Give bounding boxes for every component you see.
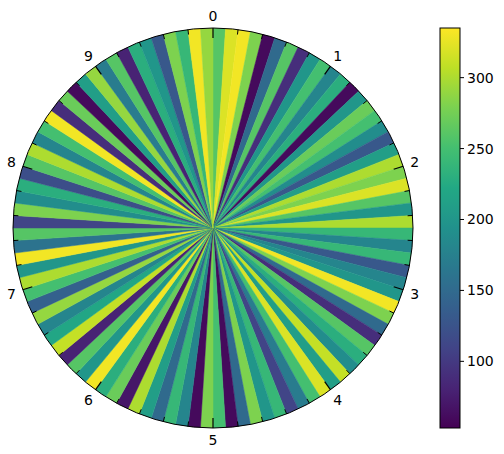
- minor-tick: [139, 42, 141, 47]
- minor-tick: [76, 82, 79, 86]
- minor-tick: [32, 143, 37, 145]
- minor-tick: [32, 311, 37, 313]
- wedge: [13, 228, 213, 241]
- tick-label: 1: [333, 48, 342, 64]
- tick-label: 4: [333, 392, 342, 408]
- minor-tick: [187, 421, 189, 426]
- minor-tick: [307, 399, 309, 403]
- colorbar-tick: [460, 290, 464, 291]
- tick-label: 3: [410, 286, 419, 302]
- major-tick: [212, 418, 213, 428]
- tick-label: 5: [209, 432, 218, 448]
- tick-label: 7: [7, 286, 16, 302]
- colorbar-tick: [460, 148, 464, 149]
- minor-tick: [76, 370, 79, 374]
- minor-tick: [44, 332, 48, 335]
- colorbar-tick-label: 200: [467, 211, 494, 227]
- tick-label: 8: [7, 154, 16, 170]
- wedge: [213, 228, 226, 428]
- colorbar-tick-label: 300: [467, 70, 494, 86]
- minor-tick: [405, 264, 410, 266]
- minor-tick: [163, 34, 164, 39]
- wedge: [213, 228, 238, 428]
- wedge: [188, 28, 213, 228]
- wedge: [13, 228, 213, 253]
- minor-tick: [44, 121, 48, 124]
- major-tick: [394, 287, 404, 290]
- minor-tick: [237, 421, 239, 426]
- colorbar-tick: [460, 77, 464, 78]
- tick-label: 0: [209, 8, 218, 24]
- major-tick: [394, 166, 404, 169]
- minor-tick: [307, 53, 309, 57]
- minor-tick: [59, 352, 63, 355]
- colorbar-tick-label: 250: [467, 141, 494, 157]
- minor-tick: [261, 34, 262, 39]
- minor-tick: [363, 101, 367, 104]
- minor-tick: [139, 409, 141, 414]
- minor-tick: [17, 190, 22, 192]
- major-tick: [212, 28, 213, 38]
- major-tick: [23, 287, 33, 290]
- wedge: [200, 28, 213, 228]
- major-tick: [325, 382, 331, 390]
- tick-label: 2: [410, 154, 419, 170]
- major-tick: [325, 66, 331, 74]
- minor-tick: [261, 417, 262, 422]
- minor-tick: [13, 240, 18, 241]
- colorbar-tick-label: 150: [467, 282, 494, 298]
- major-tick: [95, 382, 101, 390]
- minor-tick: [346, 82, 349, 86]
- major-tick: [23, 166, 33, 169]
- minor-tick: [378, 332, 382, 335]
- minor-tick: [117, 399, 119, 403]
- minor-tick: [285, 42, 287, 47]
- wedge: [213, 215, 413, 228]
- chart: 0 1 2 3 4 5 6 7 8 9 100 150 200 250 300: [0, 0, 504, 454]
- colorbar-tick: [460, 219, 464, 220]
- minor-tick: [117, 53, 119, 57]
- wedges: [13, 28, 413, 428]
- minor-tick: [346, 370, 349, 374]
- minor-tick: [389, 311, 394, 313]
- minor-tick: [59, 101, 63, 104]
- major-tick: [95, 66, 101, 74]
- minor-tick: [13, 215, 18, 216]
- tick-label: 6: [84, 392, 93, 408]
- minor-tick: [363, 352, 367, 355]
- minor-tick: [237, 30, 239, 35]
- colorbar: [440, 28, 460, 428]
- minor-tick: [17, 264, 22, 266]
- minor-tick: [405, 190, 410, 192]
- polar-frame: [13, 28, 413, 428]
- minor-tick: [408, 215, 413, 216]
- minor-tick: [163, 417, 164, 422]
- tick-label: 9: [84, 48, 93, 64]
- minor-tick: [378, 121, 382, 124]
- minor-tick: [389, 143, 394, 145]
- minor-tick: [187, 30, 189, 35]
- wedge: [213, 203, 413, 228]
- colorbar-tick-label: 100: [467, 353, 494, 369]
- minor-tick: [408, 240, 413, 241]
- colorbar-tick: [460, 361, 464, 362]
- minor-tick: [285, 409, 287, 414]
